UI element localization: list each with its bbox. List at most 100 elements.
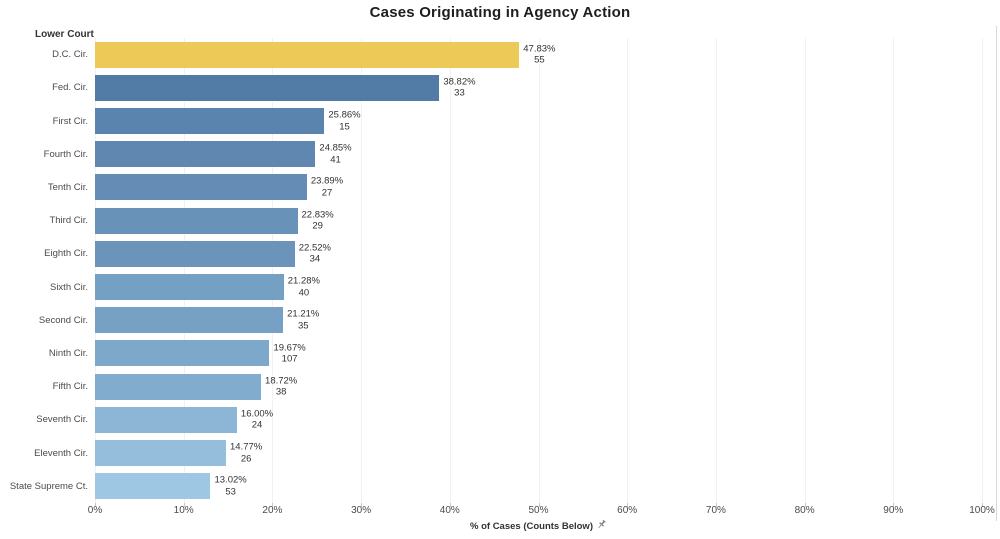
bar-label-percent: 16.00% — [240, 408, 274, 420]
bar[interactable] — [95, 406, 237, 433]
gridline — [893, 38, 895, 503]
x-tick-label: 90% — [883, 505, 904, 516]
bar-label-percent: 21.28% — [287, 275, 320, 287]
row-label[interactable]: Tenth Cir. — [47, 181, 88, 193]
bar-label-percent: 22.83% — [301, 209, 334, 221]
row-label[interactable]: Fed. Cir. — [52, 82, 88, 94]
bar-label: 14.77% 26 — [230, 442, 262, 465]
bar[interactable] — [95, 74, 440, 101]
bar-row: 24.85% 41 — [95, 138, 982, 171]
tick-mark — [272, 503, 274, 507]
tick-mark — [627, 503, 629, 507]
bar-label-count: 38 — [275, 386, 287, 398]
bar-label-percent: 19.67% — [273, 342, 306, 354]
tick-mark — [804, 503, 806, 507]
tick-mark — [982, 503, 983, 507]
bar-label-percent: 21.21% — [287, 308, 320, 320]
x-tick-label: 20% — [262, 505, 283, 516]
bar-label-percent: 22.52% — [298, 242, 331, 254]
bar-label: 23.89% 27 — [311, 176, 343, 199]
bar[interactable] — [95, 274, 284, 300]
bar[interactable] — [95, 240, 295, 267]
bar-label: 25.86% 15 — [328, 110, 360, 133]
tick-mark — [715, 503, 717, 507]
chart-title: Cases Originating in Agency Action — [369, 4, 631, 21]
bar-row: 21.28% 40 — [95, 271, 982, 304]
bar[interactable] — [95, 373, 262, 400]
x-tick-label: 100% — [969, 505, 995, 516]
row-label[interactable]: Second Cir. — [38, 314, 88, 326]
tick-mark — [361, 503, 363, 507]
row-label[interactable]: Eleventh Cir. — [34, 447, 88, 459]
bar-label: 22.83% 29 — [302, 209, 334, 232]
row-label[interactable]: D.C. Cir. — [52, 49, 88, 61]
row-label[interactable]: Ninth Cir. — [48, 348, 88, 360]
bar-row: 47.83% 55 — [95, 38, 982, 71]
bar-label: 21.28% 40 — [288, 276, 320, 299]
bar-label: 21.21% 35 — [287, 309, 319, 332]
bar-row: 22.52% 34 — [95, 237, 982, 270]
pin-icon[interactable] — [596, 519, 607, 533]
bar-label-count: 15 — [339, 121, 350, 133]
bar[interactable] — [95, 440, 226, 467]
bar-label-percent: 18.72% — [265, 375, 298, 387]
bar-label: 16.00% 24 — [241, 408, 273, 431]
bar-row: 18.72% 38 — [95, 370, 982, 403]
bar[interactable] — [95, 41, 520, 68]
bar-label-count: 29 — [312, 220, 323, 232]
bar-label-count: 55 — [534, 54, 545, 66]
x-axis-title-text: % of Cases (Counts Below) — [470, 521, 593, 532]
gridline — [449, 38, 451, 503]
row-label[interactable]: Seventh Cir. — [36, 414, 88, 426]
bar[interactable] — [95, 107, 325, 134]
row-label[interactable]: First Cir. — [52, 115, 88, 127]
bar-label: 19.67% 107 — [273, 342, 305, 365]
bar-label-percent: 25.86% — [328, 109, 361, 121]
bar-row: 16.00% 24 — [95, 403, 982, 436]
y-axis-header: Lower Court — [35, 29, 94, 40]
row-label[interactable]: Third Cir. — [49, 215, 88, 227]
plot-area: 47.83% 55 38.82% 33 25.86% 15 24.85% 41 … — [95, 38, 983, 507]
bar[interactable] — [95, 307, 284, 334]
bar[interactable] — [95, 473, 211, 500]
gridline — [272, 38, 274, 503]
bar-label-count: 41 — [330, 154, 341, 166]
x-tick-label: 50% — [528, 505, 549, 516]
bar[interactable] — [95, 141, 316, 168]
bar-label-percent: 23.89% — [310, 175, 344, 187]
bar[interactable] — [95, 174, 307, 201]
bar-label-percent: 24.85% — [319, 142, 352, 154]
x-tick-label: 60% — [617, 505, 638, 516]
row-label[interactable]: State Supreme Ct. — [9, 480, 88, 492]
bar-label-percent: 13.02% — [214, 474, 247, 486]
bar-row: 14.77% 26 — [95, 437, 982, 470]
x-tick-label: 30% — [351, 505, 372, 516]
bar-label-count: 24 — [251, 419, 263, 431]
bar[interactable] — [95, 340, 270, 367]
bar-label-percent: 14.77% — [230, 441, 263, 453]
tick-mark — [183, 503, 185, 507]
bar-row: 22.83% 29 — [95, 204, 982, 237]
bar-row: 25.86% 15 — [95, 104, 982, 137]
row-label[interactable]: Eighth Cir. — [44, 248, 88, 260]
gridline — [95, 38, 96, 503]
row-label[interactable]: Sixth Cir. — [49, 281, 88, 293]
gridline — [715, 38, 717, 503]
bar-label-count: 35 — [297, 320, 309, 332]
row-label[interactable]: Fifth Cir. — [52, 381, 88, 393]
x-tick-label: 10% — [173, 505, 194, 516]
bar-label-count: 107 — [281, 353, 298, 365]
gridline — [361, 38, 363, 503]
gridline — [538, 38, 540, 503]
bar-label-count: 53 — [225, 486, 236, 498]
gridline — [183, 38, 185, 503]
bar-label: 24.85% 41 — [319, 143, 351, 166]
bar-label: 22.52% 34 — [299, 242, 331, 265]
bar-label: 38.82% 33 — [443, 76, 475, 99]
tick-mark — [893, 503, 895, 507]
bar-label-percent: 47.83% — [523, 43, 556, 55]
bar[interactable] — [95, 207, 298, 234]
row-label[interactable]: Fourth Cir. — [43, 148, 88, 160]
bar-label-count: 27 — [321, 187, 333, 199]
